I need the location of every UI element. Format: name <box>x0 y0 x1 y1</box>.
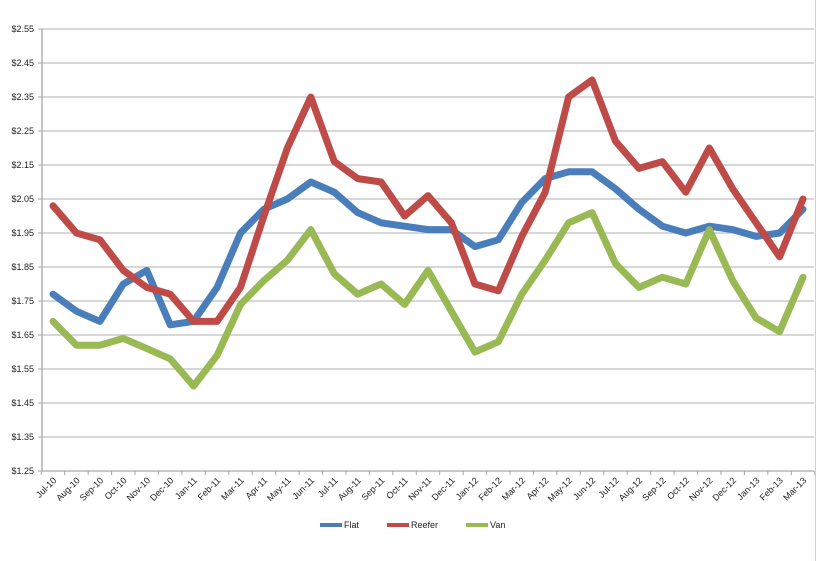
x-tick-label: Aug-11 <box>336 475 363 502</box>
x-tick-label: Oct-10 <box>103 475 129 501</box>
x-tick-label: Jan-13 <box>735 475 762 502</box>
x-tick-label: Jan-11 <box>173 475 199 501</box>
x-tick-label: Dec-10 <box>148 475 176 503</box>
legend-item-reefer: Reefer <box>387 520 438 530</box>
series-line-flat <box>49 168 807 329</box>
x-tick-label: Feb-11 <box>196 475 223 502</box>
y-tick-label: $1.35 <box>11 432 34 442</box>
x-tick-label: May-12 <box>546 475 574 503</box>
x-tick-label: Nov-11 <box>406 475 433 502</box>
x-tick-label: Jan-12 <box>454 475 481 502</box>
x-tick-label: Mar-12 <box>500 475 527 502</box>
x-tick-label: Sep-12 <box>640 475 668 503</box>
x-tick-label: Dec-12 <box>711 475 739 503</box>
legend-label-reefer: Reefer <box>411 520 439 530</box>
legend-item-van: Van <box>466 520 505 530</box>
legend-swatch-reefer <box>387 523 410 527</box>
x-tick-label: Aug-10 <box>54 475 82 503</box>
x-tick-label: May-11 <box>265 475 293 503</box>
x-tick-label: Feb-13 <box>758 475 785 502</box>
x-tick-label: Aug-12 <box>617 475 645 503</box>
y-tick-label: $1.95 <box>11 228 34 238</box>
x-tick-label: Jun-11 <box>290 475 316 501</box>
x-tick-label: Oct-11 <box>384 475 410 501</box>
legend-label-van: Van <box>490 520 506 530</box>
legend-swatch-flat <box>320 523 342 527</box>
x-tick-label: Oct-12 <box>665 475 691 501</box>
x-tick-label: Dec-11 <box>430 475 457 502</box>
y-tick-label: $2.15 <box>11 160 34 170</box>
series-line-reefer <box>49 76 807 325</box>
chart-border <box>815 0 816 561</box>
x-tick-label: Mar-13 <box>781 475 808 502</box>
x-tick-label: Sep-11 <box>359 475 386 502</box>
x-tick-label: Mar-11 <box>219 475 246 502</box>
series-line-van <box>49 209 807 390</box>
y-tick-label: $1.25 <box>11 466 34 476</box>
y-tick-label: $1.75 <box>11 296 34 306</box>
x-tick-label: Feb-12 <box>476 475 503 502</box>
chart-legend: Flat Reefer Van <box>320 520 505 530</box>
x-tick-label: Jun-12 <box>571 475 598 502</box>
legend-swatch-van <box>466 523 489 527</box>
y-tick-label: $2.25 <box>11 126 34 136</box>
x-tick-label: Nov-10 <box>125 475 153 503</box>
legend-item-flat: Flat <box>320 520 359 530</box>
y-tick-label: $2.05 <box>11 194 34 204</box>
x-tick-label: Nov-12 <box>687 475 715 503</box>
y-tick-label: $2.55 <box>11 24 34 34</box>
x-tick-label: Sep-10 <box>78 475 106 503</box>
y-tick-label: $1.55 <box>11 364 34 374</box>
y-tick-label: $2.35 <box>11 92 34 102</box>
y-tick-label: $2.45 <box>11 58 34 68</box>
y-tick-label: $1.45 <box>11 398 34 408</box>
legend-label-flat: Flat <box>344 520 360 530</box>
y-tick-label: $1.85 <box>11 262 34 272</box>
y-tick-label: $1.65 <box>11 330 34 340</box>
